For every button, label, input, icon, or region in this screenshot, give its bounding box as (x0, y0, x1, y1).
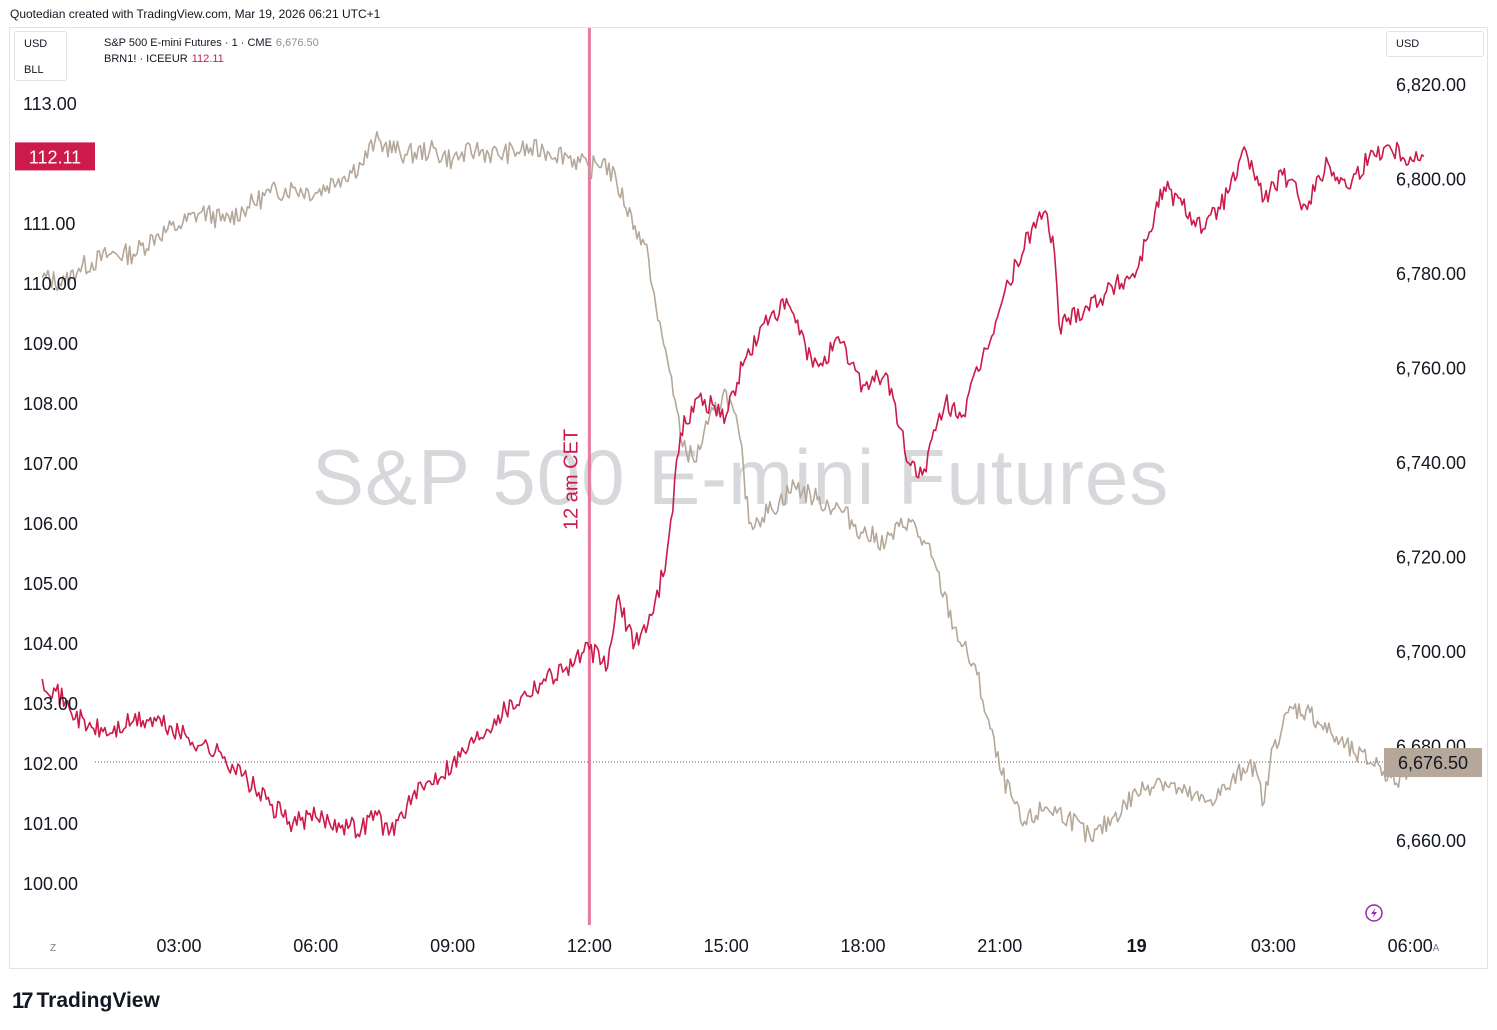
right-axis-tick-label: 6,820.00 (1396, 75, 1466, 95)
legend-spx-value: 6,676.50 (275, 37, 319, 49)
z-button[interactable]: Z (49, 943, 57, 954)
lightning-icon[interactable] (1365, 904, 1383, 922)
right-scale-unit-box[interactable]: USD (1386, 31, 1484, 57)
spx-series-line[interactable] (41, 131, 1425, 843)
chart-legend: S&P 500 E-mini Futures · 1 · CME 6,676.50… (104, 35, 319, 67)
x-axis-tick-label: 03:00 (1251, 936, 1296, 956)
spx-last-price-text: 6,676.50 (1398, 753, 1468, 773)
left-axis-tick-label: 104.00 (23, 634, 78, 654)
left-axis-tick-label: 108.00 (23, 394, 78, 414)
right-axis-tick-label: 6,700.00 (1396, 642, 1466, 662)
attribution-text: Quotedian created with TradingView.com, … (10, 7, 381, 21)
tradingview-brand: TradingView (36, 989, 160, 1012)
x-axis-tick-label: 21:00 (977, 936, 1022, 956)
left-axis-tick-label: 103.00 (23, 694, 78, 714)
x-axis-tick-label: 06:00 (1388, 936, 1433, 956)
x-axis-tick-label: 03:00 (156, 936, 201, 956)
left-scale-unit-box[interactable]: USD BLL (14, 31, 67, 81)
brent-last-price-badge (15, 142, 95, 171)
right-axis-tick-label: 6,740.00 (1396, 453, 1466, 473)
left-axis-tick-label: 111.00 (23, 214, 75, 234)
cet-midnight-label: 12 am CET (560, 429, 582, 530)
x-axis-tick-label: 12:00 (567, 936, 612, 956)
left-axis-tick-label: 100.00 (23, 874, 78, 894)
right-axis-tick-label: 6,720.00 (1396, 548, 1466, 568)
left-axis-tick-label: 102.00 (23, 754, 78, 774)
left-unit-bll: BLL (24, 64, 44, 76)
x-axis-tick-label: 06:00 (293, 936, 338, 956)
legend-row-spx[interactable]: S&P 500 E-mini Futures · 1 · CME 6,676.50 (104, 35, 319, 51)
legend-spx-name: S&P 500 E-mini Futures · 1 · CME (104, 37, 272, 49)
brent-last-price-text: 112.11 (29, 147, 81, 167)
right-axis-tick-label: 6,780.00 (1396, 264, 1466, 284)
left-axis-tick-label: 110.00 (23, 274, 77, 294)
legend-brent-value: 112.11 (191, 53, 224, 65)
x-axis-tick-label: 09:00 (430, 936, 475, 956)
a-button[interactable]: A (1432, 943, 1440, 954)
x-axis-tick-label: 15:00 (704, 936, 749, 956)
left-axis-tick-label: 106.00 (23, 514, 78, 534)
right-unit-usd: USD (1396, 38, 1420, 50)
x-axis-tick-label: 19 (1127, 936, 1147, 956)
left-axis-tick-label: 101.00 (23, 814, 78, 834)
symbol-watermark: S&P 500 E-mini Futures (312, 433, 1170, 521)
right-axis-tick-label: 6,760.00 (1396, 359, 1466, 379)
brent-series-line[interactable] (41, 141, 1425, 839)
left-axis-tick-label: 109.00 (23, 334, 78, 354)
right-axis-tick-label: 6,800.00 (1396, 170, 1466, 190)
x-axis-tick-label: 18:00 (840, 936, 885, 956)
left-axis-tick-label: 105.00 (23, 574, 78, 594)
legend-brent-name: BRN1! · ICEEUR (104, 53, 188, 65)
left-axis-tick-label: 107.00 (23, 454, 78, 474)
chart-frame (9, 27, 1488, 969)
left-unit-usd: USD (24, 38, 48, 50)
tradingview-logo[interactable]: 17 TradingView (12, 988, 160, 1014)
left-axis-tick-label: 113.00 (23, 94, 77, 114)
legend-row-brent[interactable]: BRN1! · ICEEUR 112.11 (104, 51, 319, 67)
spx-last-price-badge (1384, 748, 1482, 778)
tradingview-logo-icon: 17 (12, 988, 34, 1013)
right-axis-tick-label: 6,660.00 (1396, 831, 1466, 851)
